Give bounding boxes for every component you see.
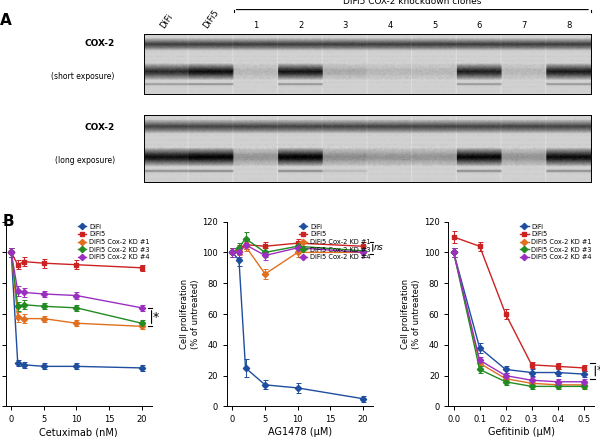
Text: 6: 6 <box>476 21 482 30</box>
Text: DiFi5: DiFi5 <box>202 8 221 30</box>
Text: DiFi: DiFi <box>158 12 175 30</box>
Text: *: * <box>596 364 600 378</box>
Text: ns: ns <box>374 243 384 252</box>
Legend: DiFi, DiFi5, DiFi5 Cox-2 KD #1, DiFi5 Cox-2 KD #3, DiFi5 Cox-2 KD #4: DiFi, DiFi5, DiFi5 Cox-2 KD #1, DiFi5 Co… <box>520 223 593 261</box>
Text: B: B <box>3 214 14 229</box>
Text: *: * <box>153 311 159 323</box>
Text: 4: 4 <box>388 21 392 30</box>
Text: (long exposure): (long exposure) <box>55 156 115 166</box>
Text: COX-2: COX-2 <box>85 123 115 132</box>
Y-axis label: Cell proliferation
(% of untreated): Cell proliferation (% of untreated) <box>401 279 421 349</box>
Text: (short exposure): (short exposure) <box>52 72 115 81</box>
Y-axis label: Cell proliferation
(% of untreated): Cell proliferation (% of untreated) <box>180 279 200 349</box>
Legend: DiFi, DiFi5, DiFi5 Cox-2 KD #1, DiFi5 Cox-2 KD #3, DiFi5 Cox-2 KD #4: DiFi, DiFi5, DiFi5 Cox-2 KD #1, DiFi5 Co… <box>77 223 150 261</box>
X-axis label: Gefitinib (μM): Gefitinib (μM) <box>488 427 555 437</box>
Text: DiFi5 COX-2 knockdown clones: DiFi5 COX-2 knockdown clones <box>343 0 481 6</box>
Text: 1: 1 <box>253 21 259 30</box>
Text: 3: 3 <box>343 21 348 30</box>
Text: 5: 5 <box>432 21 437 30</box>
Legend: DiFi, DiFi5, DiFi5 Cox-2 KD #1, DiFi5 Cox-2 KD #3, DiFi5 Cox-2 KD #4: DiFi, DiFi5, DiFi5 Cox-2 KD #1, DiFi5 Co… <box>298 223 371 261</box>
Text: A: A <box>0 13 12 28</box>
Text: 2: 2 <box>298 21 303 30</box>
X-axis label: Cetuximab (nM): Cetuximab (nM) <box>40 427 118 437</box>
X-axis label: AG1478 (μM): AG1478 (μM) <box>268 427 332 437</box>
Text: 7: 7 <box>521 21 527 30</box>
Text: COX-2: COX-2 <box>85 38 115 48</box>
Text: 8: 8 <box>566 21 571 30</box>
